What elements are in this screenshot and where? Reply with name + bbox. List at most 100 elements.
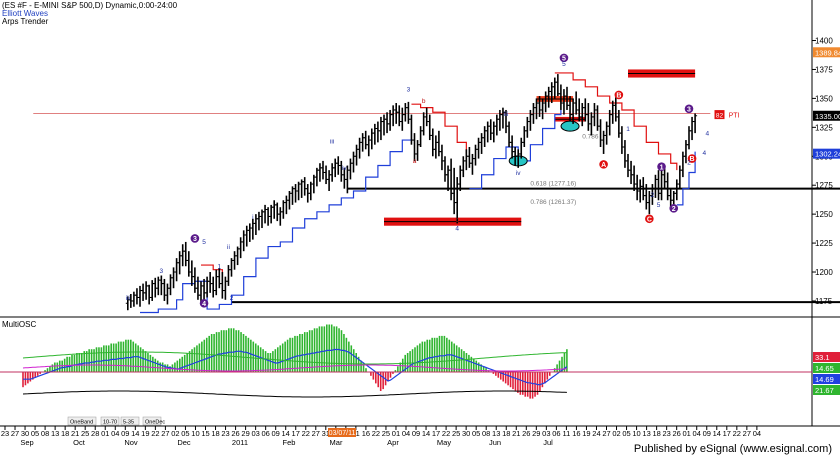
time-tick-label: 10	[632, 429, 640, 438]
trender-up-line	[676, 151, 696, 206]
osc-tag-label: 14.65	[815, 364, 834, 373]
wave-circle	[684, 104, 694, 114]
pti-box	[714, 110, 725, 120]
wave-text-label: c	[456, 217, 460, 224]
osc-tag-box	[813, 363, 840, 373]
time-tick-label: 28	[91, 429, 99, 438]
time-tick-label: 16	[572, 429, 580, 438]
time-tick-label: 05	[622, 429, 630, 438]
time-tick-label: 01	[392, 429, 400, 438]
time-tick-label: 23	[221, 429, 229, 438]
time-month-label: Dec	[177, 438, 191, 447]
price-tag-box	[813, 110, 840, 121]
time-tick-label: 13	[51, 429, 59, 438]
time-tick-label: 22	[302, 429, 310, 438]
time-tick-label: 01	[683, 429, 691, 438]
time-tick-label: 17	[292, 429, 300, 438]
time-month-label: Nov	[124, 438, 138, 447]
time-tick-label: 17	[432, 429, 440, 438]
time-tick-label: 22	[733, 429, 741, 438]
osc-setting-label: OneBand	[70, 420, 93, 426]
time-tick-label: 30	[21, 429, 29, 438]
wave-text-label: 2	[651, 192, 655, 199]
time-tick-label: 09	[412, 429, 420, 438]
time-tick-label: 18	[61, 429, 69, 438]
time-tick-label: 22	[372, 429, 380, 438]
time-tick-label: 04	[753, 429, 761, 438]
time-tick-label: 27	[602, 429, 610, 438]
price-panel	[0, 0, 840, 427]
wave-circle-label: C	[647, 216, 652, 223]
time-tick-label: 14	[422, 429, 430, 438]
fib-label: 0.786 (1261.37)	[530, 199, 576, 206]
wave-text-label: iv	[516, 170, 521, 177]
time-tick-label: 22	[442, 429, 450, 438]
time-tick-label: 18	[211, 429, 219, 438]
time-tick-label: 14	[282, 429, 290, 438]
time-tick-label: 29	[532, 429, 540, 438]
time-tick-label: 27	[11, 429, 19, 438]
time-tick-label: 23	[1, 429, 9, 438]
osc-black-line	[22, 390, 567, 398]
wave-text-label: 4	[702, 150, 706, 157]
wave-circle	[199, 298, 209, 308]
wave-circle-label: 3	[687, 106, 691, 113]
multiosc-panel: 33.1 14.65 14.69 21.67 OneBand 10-70 5-35 OneDe…	[0, 324, 840, 426]
wave-text-label: iii	[126, 295, 130, 302]
time-tick-label: 03	[542, 429, 550, 438]
time-tick-label: 26	[522, 429, 530, 438]
time-axis: 23 27 30 05 08 13 18 21 25 28 01 04 09 14 19 22 27 02 05 10…	[1, 426, 761, 447]
osc-green-line	[22, 351, 567, 365]
time-tick-label: 04	[693, 429, 701, 438]
osc-setting-label: 10-70	[103, 420, 117, 426]
price-tick-label: 1400	[815, 37, 833, 46]
wave-circle-label: 4	[202, 301, 206, 308]
price-tick-label: 1350	[815, 94, 833, 103]
publisher-footer: Published by eSignal (www.esignal.com)	[633, 443, 832, 455]
price-area	[0, 0, 812, 316]
time-tick-label: 10	[191, 429, 199, 438]
time-tick-label: 23	[662, 429, 670, 438]
trender-down-line	[411, 103, 467, 154]
pti-label: PTI	[729, 113, 740, 120]
highlight-ellipse	[560, 120, 580, 132]
osc-blue-line	[23, 348, 568, 386]
time-tick-label: 09	[121, 429, 129, 438]
trender-down-line	[554, 72, 678, 171]
wave-circle	[645, 214, 654, 224]
time-tick-label: 14	[713, 429, 721, 438]
wave-text-label: b	[422, 98, 426, 105]
osc-setting-label: 5-35	[123, 420, 134, 426]
time-tick-label: 18	[502, 429, 510, 438]
time-month-label: Feb	[283, 438, 296, 447]
wave-text-label: 1	[626, 126, 630, 133]
price-tag-label: 1335.00	[815, 112, 840, 121]
wave-circle	[657, 162, 666, 171]
wave-circle	[599, 160, 608, 169]
price-tag-label: 1389.84	[815, 48, 840, 57]
wave-text-label: 3	[160, 268, 164, 275]
time-month-label: Jul	[543, 438, 553, 447]
osc-setting-box	[100, 416, 120, 426]
time-tick-label: 31	[322, 429, 330, 438]
study-elliott-waves: Elliott Waves	[2, 9, 48, 18]
price-tag-box	[813, 148, 840, 159]
time-tick-label: 09	[703, 429, 711, 438]
time-tick-label: 04	[402, 429, 410, 438]
study-arps-trender: Arps Trender	[2, 17, 49, 26]
price-tag-label: 1302.24	[815, 150, 840, 159]
wave-circle	[614, 90, 624, 100]
osc-tag-box	[813, 352, 840, 362]
osc-tag-label: 14.69	[815, 375, 834, 384]
wave-circle-label: 1	[660, 164, 664, 171]
wave-text-label: 5	[657, 202, 661, 209]
wave-text-label: a	[413, 158, 417, 165]
price-tick-label: 1250	[815, 210, 833, 219]
wave-circle-label: 2	[672, 206, 676, 213]
price-bars	[125, 74, 698, 311]
range-bar-label: 03/07/11	[329, 430, 356, 437]
time-month-label: Jun	[489, 438, 501, 447]
wave-circle	[669, 204, 679, 213]
time-tick-label: 19	[141, 429, 149, 438]
